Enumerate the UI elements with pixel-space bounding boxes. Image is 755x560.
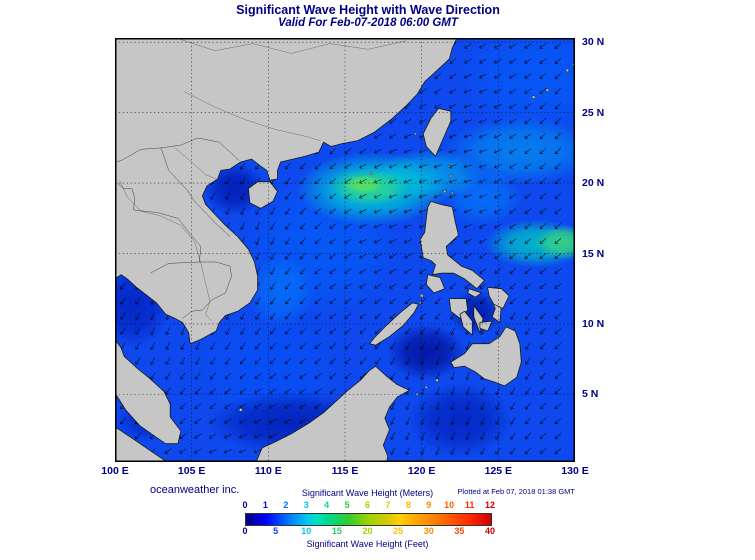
lat-tick-label: 20 N bbox=[582, 177, 605, 190]
legend-feet-tick-labels: 0 5 10 15 20 25 30 35 40 bbox=[0, 526, 755, 536]
lon-tick-label: 120 E bbox=[407, 465, 436, 477]
legend-meter-tick: 3 bbox=[303, 500, 309, 510]
figure-title: Significant Wave Height with Wave Direct… bbox=[236, 3, 500, 17]
map-area bbox=[96, 21, 614, 463]
legend-meter-tick: 0 bbox=[242, 500, 248, 510]
legend-meter-tick: 9 bbox=[426, 500, 432, 510]
legend-meter-tick: 1 bbox=[262, 500, 268, 510]
lat-tick-label: 30 N bbox=[582, 36, 605, 49]
political-borders-layer bbox=[114, 137, 240, 319]
legend-colorbar bbox=[245, 513, 492, 526]
lat-tick-label: 25 N bbox=[582, 106, 605, 119]
lat-tick-label: 10 N bbox=[582, 317, 605, 330]
legend-meter-tick: 2 bbox=[283, 500, 289, 510]
lon-tick-label: 130 E bbox=[561, 465, 589, 477]
legend-meter-tick: 5 bbox=[344, 500, 350, 510]
legend-feet-tick: 10 bbox=[301, 526, 312, 536]
legend-feet-tick: 20 bbox=[362, 526, 373, 536]
lon-tick-label: 100 E bbox=[101, 465, 129, 477]
legend-meter-tick: 12 bbox=[484, 500, 496, 510]
legend-meter-tick: 11 bbox=[464, 500, 475, 510]
legend-meter-tick: 4 bbox=[324, 500, 330, 510]
figure-subtitle: Valid For Feb-07-2018 06:00 GMT bbox=[278, 17, 458, 29]
legend-meter-tick: 10 bbox=[444, 500, 455, 510]
map-frame bbox=[115, 38, 575, 462]
legend-meter-tick-labels: 0 1 2 3 4 5 6 7 8 9 10 11 12 bbox=[0, 500, 755, 510]
lat-tick-label: 15 N bbox=[582, 247, 605, 260]
grid-layer bbox=[115, 38, 575, 462]
land-layer bbox=[114, 37, 575, 463]
legend-feet-tick: 35 bbox=[454, 526, 465, 536]
map-svg bbox=[96, 21, 614, 463]
legend-title-meters: Significant Wave Height (Meters) bbox=[301, 488, 434, 498]
legend-meter-tick: 8 bbox=[405, 500, 411, 510]
plotted-timestamp: Plotted at Feb 07, 2018 01:38 GMT bbox=[457, 487, 575, 496]
lon-tick-label: 125 E bbox=[484, 465, 513, 477]
legend-title-feet: Significant Wave Height (Feet) bbox=[306, 539, 429, 549]
lat-tick-label: 5 N bbox=[582, 388, 599, 401]
legend-feet-tick: 25 bbox=[393, 526, 404, 536]
legend-feet-tick: 0 bbox=[242, 526, 248, 536]
oceanweather-brand: oceanweather inc. bbox=[150, 484, 240, 496]
legend-meter-tick: 7 bbox=[385, 500, 391, 510]
legend-feet-tick: 30 bbox=[423, 526, 434, 536]
longitude-axis-labels: 100 E 105 E 110 E 115 E 120 E 125 E 130 E bbox=[0, 465, 755, 479]
rivers-layer bbox=[119, 37, 407, 322]
legend-meter-tick: 6 bbox=[364, 500, 371, 510]
legend-feet-tick: 15 bbox=[331, 526, 342, 536]
legend-feet-tick: 40 bbox=[484, 526, 496, 536]
lon-tick-label: 115 E bbox=[331, 465, 359, 477]
lon-tick-label: 105 E bbox=[177, 465, 206, 477]
legend-feet-tick: 5 bbox=[273, 526, 279, 536]
lon-tick-label: 110 E bbox=[254, 465, 282, 477]
latitude-axis-labels: 5 N 10 N 15 N 20 N 25 N 30 N bbox=[582, 36, 642, 462]
